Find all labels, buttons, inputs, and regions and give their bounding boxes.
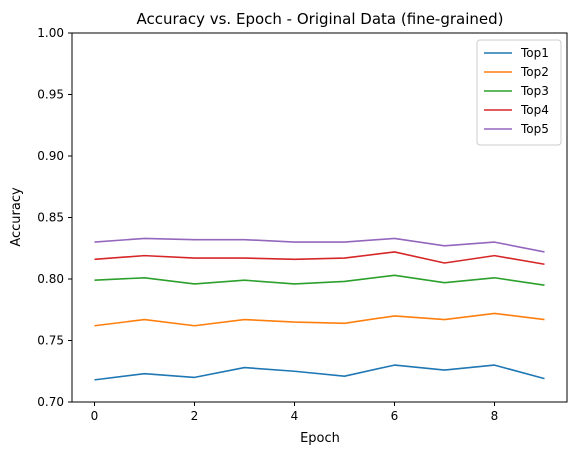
series-line-top3	[94, 274, 545, 286]
y-tick-label: 0.75	[37, 334, 64, 348]
legend: Top1 Top2 Top3 Top4 Top5	[476, 39, 562, 146]
series-lines	[94, 237, 545, 381]
x-tick-label: 0	[91, 409, 99, 423]
series-line-top2	[94, 312, 545, 327]
x-tick-label: 2	[191, 409, 199, 423]
legend-label-top3: Top3	[520, 84, 549, 98]
x-tick-label: 8	[491, 409, 499, 423]
plot-frame	[71, 32, 568, 403]
series-line-top1	[94, 364, 545, 381]
y-tick-label: 0.70	[37, 395, 64, 409]
legend-label-top5: Top5	[520, 122, 549, 136]
y-tick-label: 1.00	[37, 26, 64, 40]
x-axis-label: Epoch	[300, 431, 340, 446]
x-tick-label: 6	[391, 409, 399, 423]
axis-ticks: 0 2 4 6 8 0.70 0.75 0.80 0.85 0.90 0.95 1.00	[37, 26, 498, 423]
legend-label-top4: Top4	[520, 103, 549, 117]
legend-box	[476, 39, 562, 146]
legend-label-top2: Top2	[520, 65, 549, 79]
y-tick-label: 0.85	[37, 211, 64, 225]
x-tick-label: 4	[291, 409, 299, 423]
series-line-top4	[94, 251, 545, 266]
legend-label-top1: Top1	[520, 46, 549, 60]
y-tick-label: 0.90	[37, 149, 64, 163]
y-tick-label: 0.95	[37, 88, 64, 102]
chart-title: Accuracy vs. Epoch - Original Data (fine…	[136, 10, 503, 28]
series-line-top5	[94, 237, 545, 253]
y-tick-label: 0.80	[37, 272, 64, 286]
y-axis-label: Accuracy	[9, 187, 24, 247]
